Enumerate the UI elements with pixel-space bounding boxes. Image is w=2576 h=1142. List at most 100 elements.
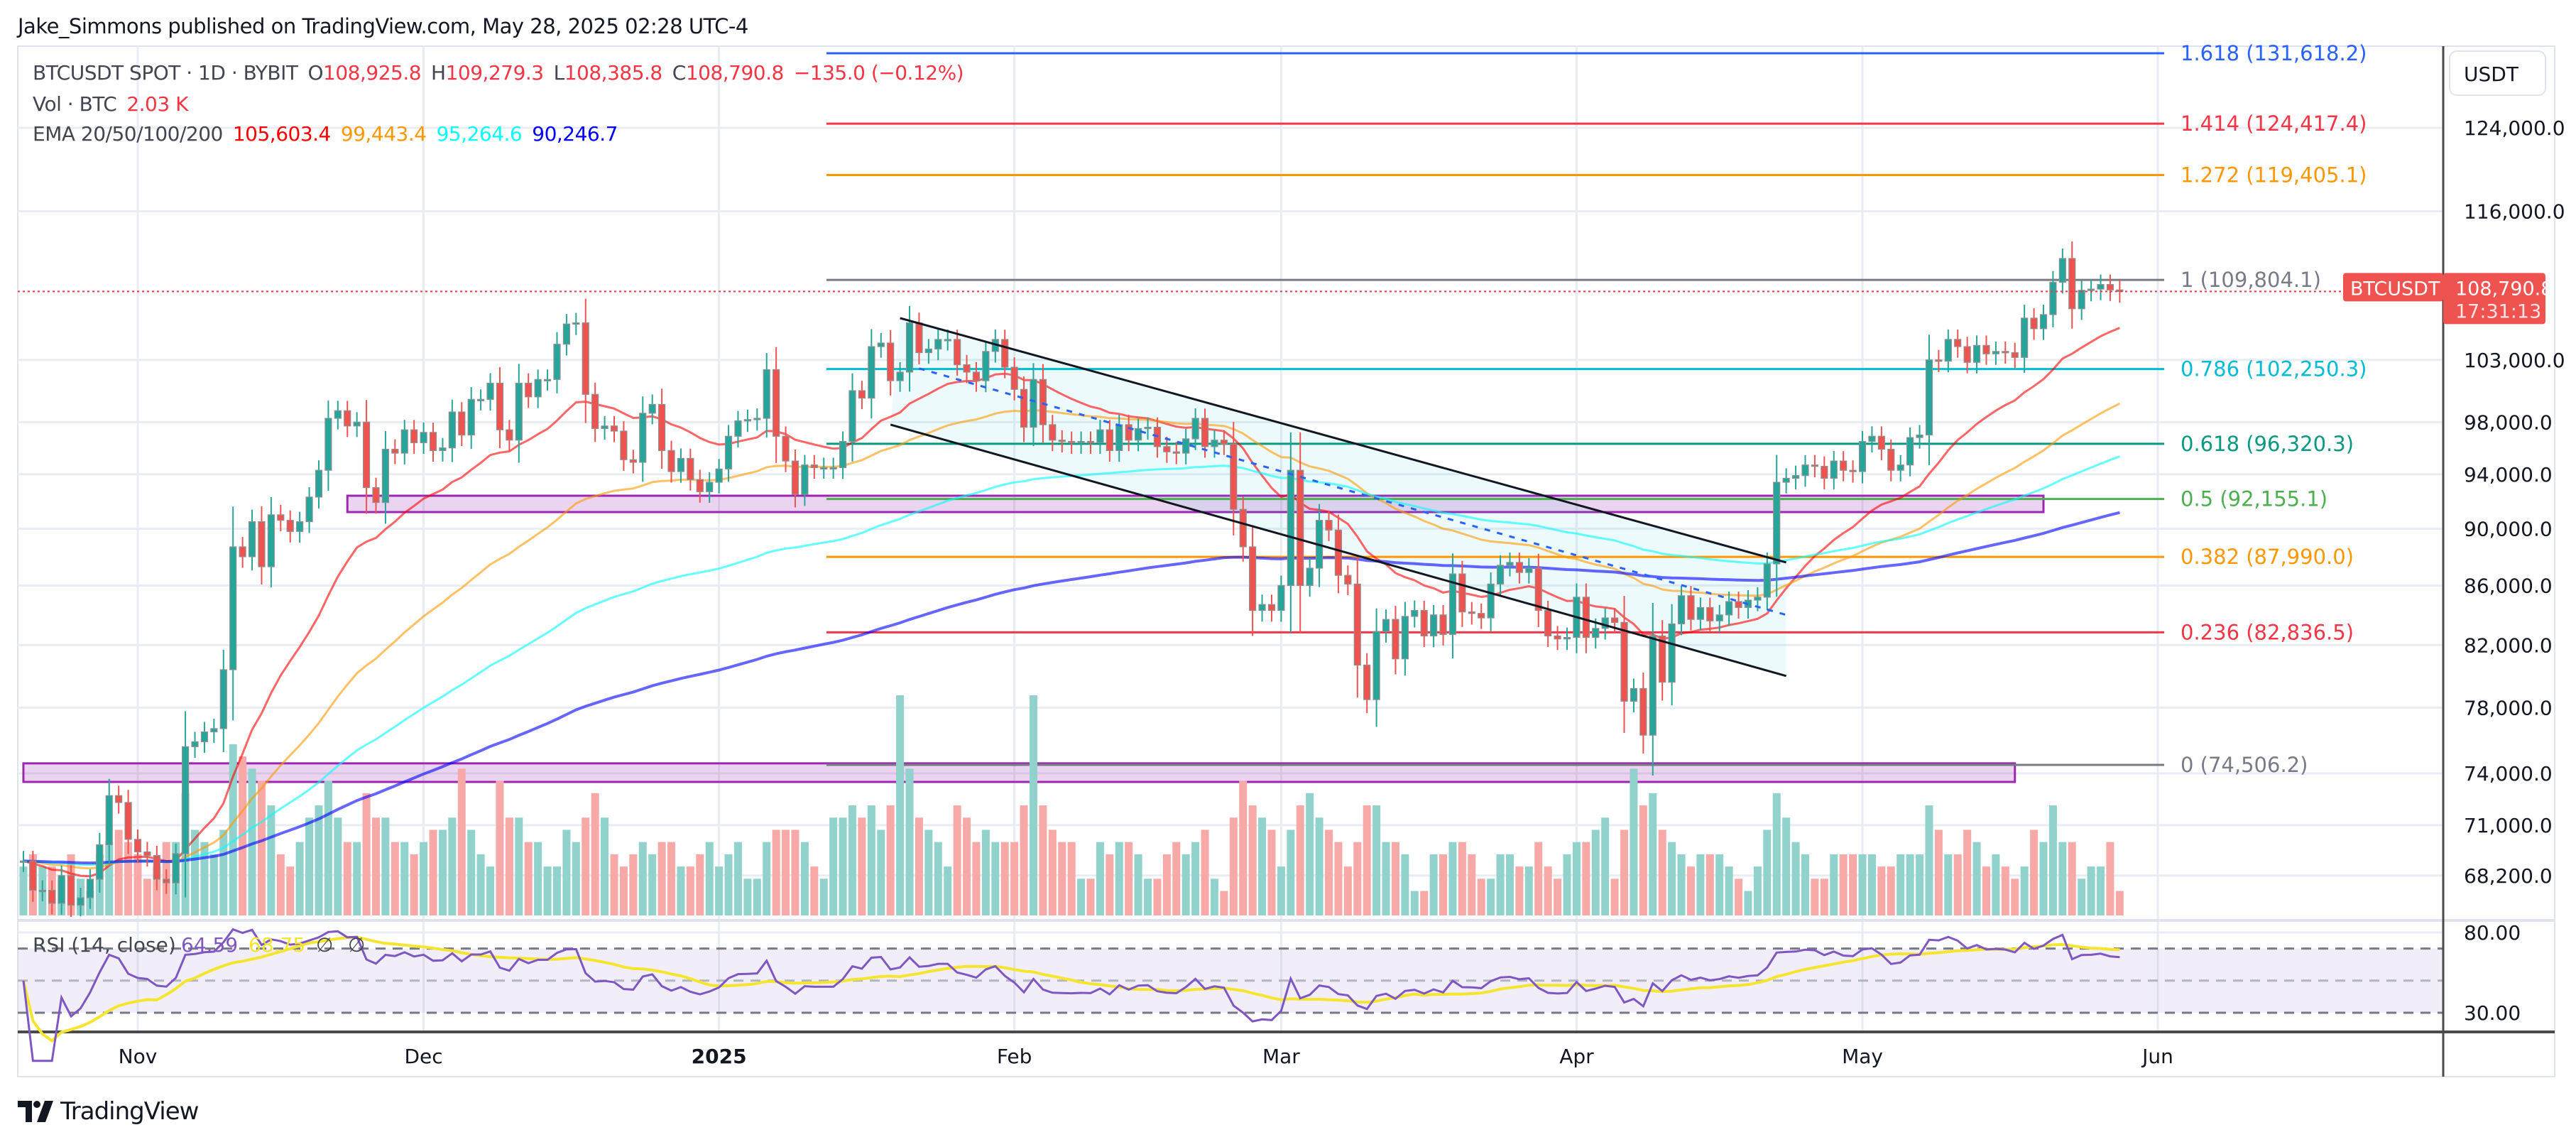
price-axis-label: 94,000.0 bbox=[2464, 463, 2553, 486]
candle bbox=[344, 401, 351, 437]
volume-bar bbox=[1496, 854, 1505, 915]
candle-body bbox=[1325, 520, 1333, 531]
volume-bar bbox=[105, 842, 114, 915]
price-axis-label: 116,000.0 bbox=[2464, 200, 2565, 223]
candle-body bbox=[1430, 614, 1438, 637]
candle-body bbox=[1887, 448, 1895, 471]
volume-bar bbox=[1972, 842, 1981, 915]
candle bbox=[1868, 426, 1876, 453]
volume-label[interactable]: Vol · BTC bbox=[33, 92, 117, 116]
candle bbox=[1096, 420, 1104, 455]
volume-bar bbox=[1591, 830, 1600, 915]
candle-body bbox=[448, 411, 456, 449]
volume-bar bbox=[1039, 805, 1047, 915]
volume-bar bbox=[1696, 854, 1705, 915]
candle bbox=[248, 509, 256, 571]
candle bbox=[1277, 575, 1285, 622]
price-axis-label: 90,000.0 bbox=[2464, 517, 2553, 540]
candle bbox=[381, 431, 390, 524]
publish-info: Jake_Simmons published on TradingView.co… bbox=[18, 14, 748, 38]
candle bbox=[1925, 335, 1933, 465]
close-value: 108,790.8 bbox=[685, 61, 785, 85]
price-axis-label: 74,000.0 bbox=[2464, 762, 2553, 785]
volume-bar bbox=[1144, 879, 1152, 915]
rsi-value: 64.59 bbox=[181, 933, 238, 957]
currency-button[interactable]: USDT bbox=[2449, 50, 2546, 96]
candle-body bbox=[96, 844, 104, 880]
candle-body bbox=[1163, 446, 1171, 452]
ema-label[interactable]: EMA 20/50/100/200 bbox=[33, 122, 223, 146]
candle bbox=[133, 829, 142, 864]
candle-body bbox=[1297, 469, 1304, 587]
candle bbox=[2021, 304, 2029, 374]
volume-bar bbox=[1162, 854, 1171, 915]
candle bbox=[648, 394, 656, 425]
candle-body bbox=[1411, 609, 1419, 617]
volume-bar bbox=[1325, 830, 1333, 915]
candle bbox=[286, 510, 294, 543]
candle bbox=[1068, 431, 1076, 454]
candle-body bbox=[934, 339, 942, 350]
candle-body bbox=[296, 521, 304, 532]
candle-body bbox=[1696, 607, 1704, 620]
candle bbox=[1687, 586, 1695, 631]
volume-bar bbox=[515, 817, 523, 915]
volume-bar bbox=[2020, 866, 2029, 915]
candle bbox=[1267, 594, 1276, 622]
volume-bar bbox=[1610, 879, 1619, 915]
candle bbox=[1287, 432, 1294, 633]
candle-body bbox=[29, 860, 37, 891]
volume-bar bbox=[1563, 854, 1571, 915]
candle-body bbox=[2011, 352, 2019, 358]
rsi-legend[interactable]: RSI (14, close) 64.59 68.75 ∅ ∅ bbox=[33, 933, 365, 957]
fib-label: 0.618 (96,320.3) bbox=[2181, 432, 2354, 456]
candle bbox=[1935, 349, 1943, 373]
candle bbox=[1534, 553, 1542, 628]
rsi-axis-30: 30.00 bbox=[2464, 1001, 2521, 1025]
candle-body bbox=[553, 344, 561, 380]
candle bbox=[1420, 600, 1428, 648]
volume-bar bbox=[124, 842, 133, 915]
volume-bar bbox=[667, 842, 676, 915]
candle-body bbox=[248, 521, 256, 558]
candle bbox=[562, 314, 571, 356]
volume-bar bbox=[896, 695, 905, 915]
candle-body bbox=[1496, 565, 1505, 584]
fib-label: 1.618 (131,618.2) bbox=[2181, 41, 2367, 65]
candle bbox=[934, 329, 942, 361]
ohlc-legend: BTCUSDT SPOT · 1D · BYBIT O108,925.8 H109,… bbox=[33, 61, 973, 85]
volume-bar bbox=[2106, 842, 2114, 915]
candle-body bbox=[1620, 621, 1628, 702]
candle-body bbox=[1144, 426, 1152, 430]
candle bbox=[1344, 565, 1352, 595]
volume-bar bbox=[334, 817, 342, 915]
volume-bar bbox=[143, 879, 151, 915]
candle-body bbox=[458, 411, 466, 436]
volume-bar bbox=[353, 842, 361, 915]
candle bbox=[820, 457, 828, 479]
volume-bar bbox=[953, 805, 961, 915]
candle-body bbox=[1392, 619, 1399, 660]
volume-legend: Vol · BTC 2.03 K bbox=[33, 92, 198, 116]
volume-bar bbox=[19, 866, 28, 915]
volume-bar bbox=[582, 817, 590, 915]
candle-body bbox=[58, 875, 65, 904]
volume-bar bbox=[2001, 866, 2009, 915]
candle-body bbox=[2068, 258, 2076, 310]
candle-body bbox=[1448, 573, 1457, 635]
volume-bar bbox=[496, 781, 504, 915]
candle-body bbox=[305, 496, 313, 523]
candle-body bbox=[153, 855, 160, 880]
volume-bar bbox=[800, 842, 809, 915]
candle bbox=[182, 711, 190, 898]
volume-bar bbox=[1763, 830, 1772, 915]
volume-bar bbox=[1524, 866, 1533, 915]
candle-body bbox=[1191, 418, 1199, 440]
candle-body bbox=[1106, 429, 1113, 451]
candle-body bbox=[439, 447, 447, 451]
volume-bar bbox=[1944, 854, 1953, 915]
tradingview-logo[interactable]: TradingView bbox=[18, 1097, 199, 1126]
candle-body bbox=[2002, 351, 2009, 354]
symbol-info[interactable]: BTCUSDT SPOT · 1D · BYBIT bbox=[33, 61, 298, 85]
